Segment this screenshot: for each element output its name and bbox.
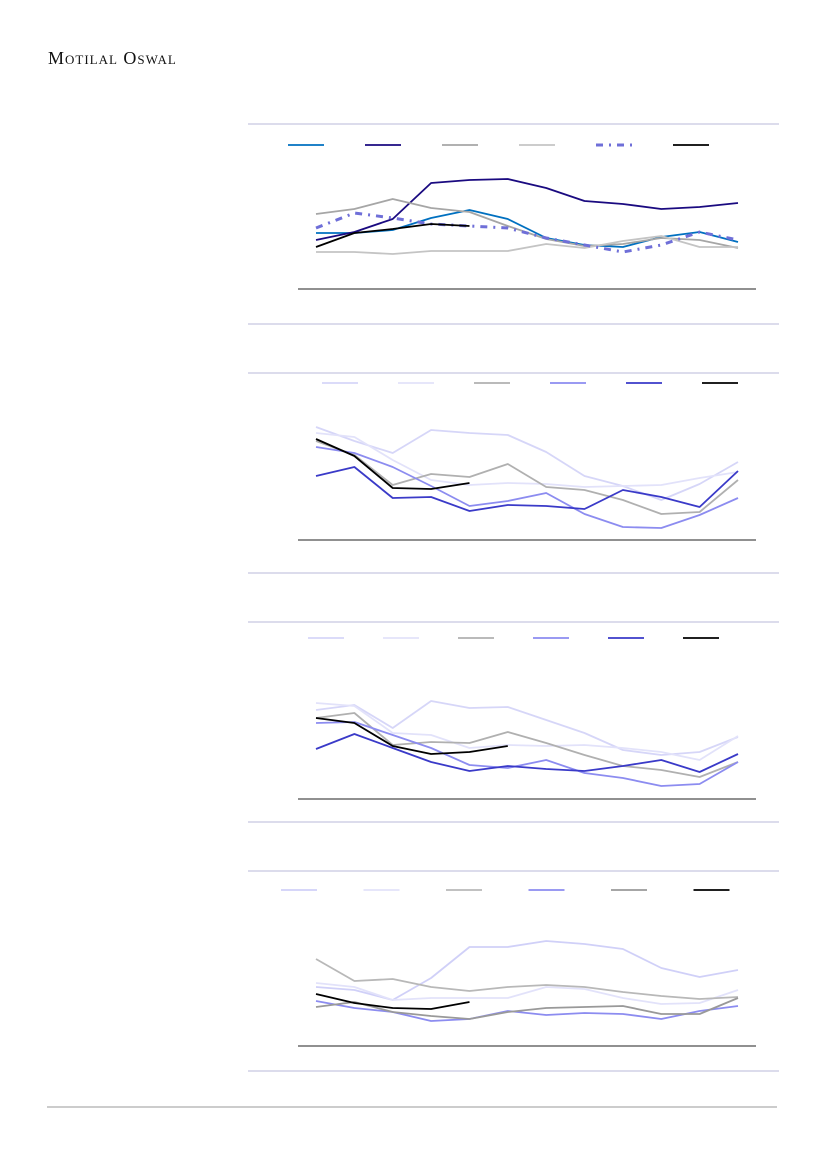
series-line	[315, 940, 739, 1001]
series-line	[315, 997, 739, 1020]
series-line	[315, 982, 739, 1005]
series-line	[315, 211, 739, 254]
series-line	[315, 712, 739, 778]
series-line	[315, 426, 739, 501]
series-line	[315, 958, 739, 1000]
series-line	[315, 1000, 739, 1022]
brand: Motilal Oswal	[48, 48, 177, 68]
series-line	[315, 446, 739, 529]
series-line	[315, 702, 739, 761]
series-line	[315, 721, 739, 787]
series-line	[316, 235, 738, 255]
series-line	[315, 178, 739, 241]
series-line	[315, 466, 739, 512]
series-line	[315, 440, 739, 515]
series-line	[315, 700, 739, 756]
series-line	[315, 993, 470, 1010]
series-line	[315, 717, 508, 755]
series-line	[315, 438, 470, 490]
series-line	[315, 733, 739, 773]
series-line	[315, 432, 739, 488]
series-line	[315, 223, 470, 248]
